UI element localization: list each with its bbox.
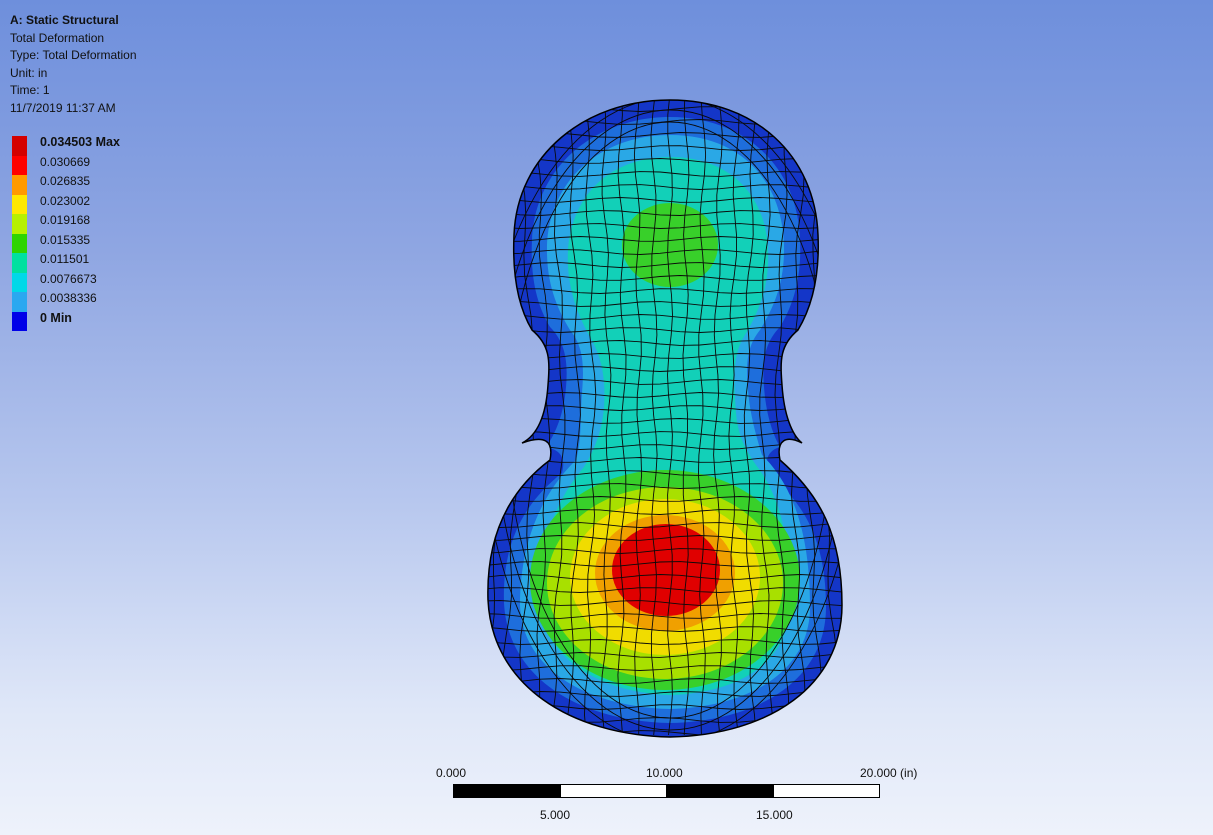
mesh-line	[487, 496, 843, 502]
scale-label-0: 0.000	[436, 766, 467, 780]
mesh-line	[713, 100, 723, 736]
legend-label: 0.0038336	[40, 291, 97, 305]
scale-label-20: 20.000 (in)	[860, 766, 918, 780]
legend-swatch	[12, 253, 27, 273]
scale-segment-1	[453, 784, 561, 798]
legend-swatch	[12, 311, 27, 331]
scale-segment-4	[773, 784, 880, 798]
result-unit: Unit: in	[10, 65, 48, 80]
scale-label-10: 10.000	[646, 766, 683, 780]
mesh-line	[487, 548, 843, 554]
mesh-line	[487, 236, 843, 242]
mesh-line	[697, 100, 707, 736]
mesh-line	[728, 100, 740, 736]
mesh-line	[487, 210, 843, 216]
mesh-line	[650, 100, 658, 736]
legend-label: 0.034503 Max	[40, 135, 120, 149]
mesh-line	[743, 100, 757, 736]
mesh-line	[584, 100, 597, 736]
result-type: Type: Total Deformation	[10, 48, 137, 62]
legend-label: 0.0076673	[40, 271, 97, 286]
mesh-line	[774, 100, 790, 736]
mesh-line	[487, 600, 843, 606]
legend-label: 0.030669	[40, 154, 91, 169]
mesh-line	[487, 574, 843, 580]
mesh-line	[633, 100, 643, 736]
result-name: Total Deformation	[10, 30, 105, 45]
mesh-line	[487, 626, 843, 632]
mesh-line	[759, 100, 773, 736]
mesh-line	[487, 665, 843, 671]
scale-bar: 0.000 10.000 20.000 (in) 5.000 15.000	[420, 760, 960, 830]
legend-label: 0.015335	[40, 232, 91, 247]
contour-max-region	[612, 524, 720, 616]
mesh-line	[617, 100, 627, 736]
scale-segment-3	[666, 784, 774, 798]
result-timestamp: 11/7/2019 11:37 AM	[10, 100, 116, 115]
mesh-line	[487, 223, 843, 229]
legend-swatch	[12, 214, 27, 234]
legend-label: 0.023002	[40, 193, 91, 208]
mesh-line	[487, 587, 843, 593]
mesh-line	[667, 100, 673, 736]
legend-swatch	[12, 175, 27, 195]
deformation-contour-plot[interactable]	[480, 95, 860, 745]
mesh-line	[487, 509, 843, 515]
mesh-line	[487, 639, 843, 645]
legend-label: 0.011501	[40, 252, 90, 266]
legend-swatch	[12, 136, 27, 156]
mesh-line	[836, 100, 843, 736]
mesh-line	[487, 652, 843, 658]
mesh-line	[682, 100, 690, 736]
legend-swatch	[12, 233, 27, 253]
analysis-title: A: Static Structural	[10, 13, 119, 27]
legend-swatch	[12, 292, 27, 312]
result-time: Time: 1	[10, 83, 50, 97]
mesh-line	[487, 301, 843, 307]
mesh-line	[487, 262, 843, 268]
mesh-line	[550, 100, 566, 736]
scale-label-15: 15.000	[756, 808, 793, 822]
mesh-line	[487, 483, 843, 489]
legend-label: 0 Min	[40, 310, 72, 325]
legend-swatch	[12, 155, 27, 175]
legend-swatch	[12, 194, 27, 214]
mesh-line	[487, 314, 843, 320]
mesh-line	[487, 678, 843, 684]
mesh-line	[487, 184, 843, 190]
mesh-line	[487, 249, 843, 255]
legend-label: 0.019168	[40, 213, 91, 227]
legend-swatch	[12, 272, 27, 292]
mesh-line	[534, 100, 551, 736]
mesh-line	[567, 100, 581, 735]
scale-label-5: 5.000	[540, 808, 571, 822]
scale-segment-2	[560, 784, 667, 798]
mesh-line	[600, 100, 612, 736]
result-header: A: Static Structural Total Deformation T…	[10, 12, 137, 117]
mesh-line	[487, 275, 843, 281]
legend-label: 0.026835	[40, 174, 91, 188]
